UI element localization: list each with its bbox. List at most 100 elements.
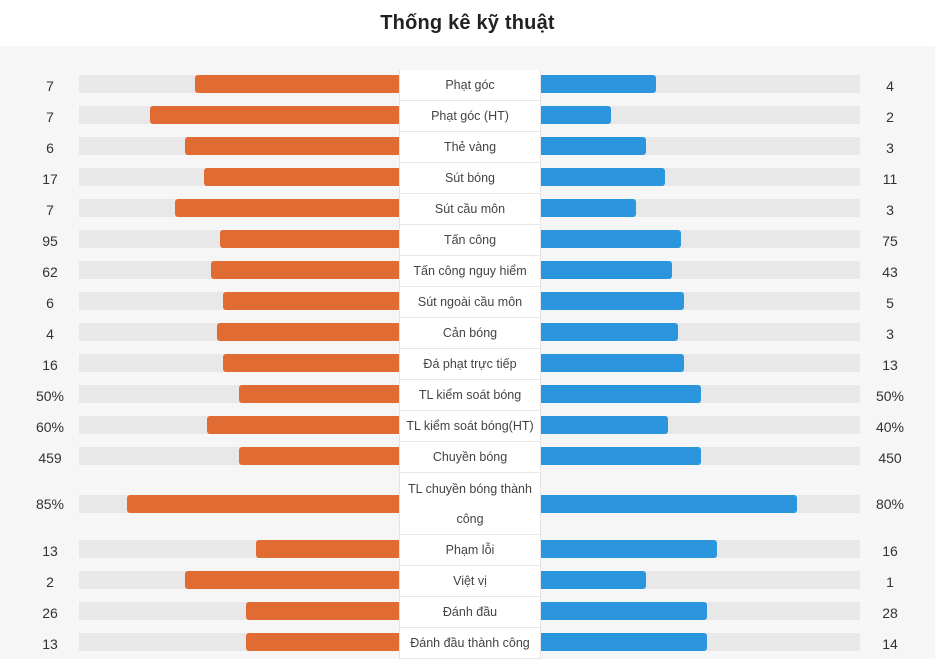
home-bar	[223, 354, 400, 372]
stat-label: Sút bóng	[399, 163, 541, 194]
away-value: 13	[882, 356, 898, 373]
away-bar-track	[540, 540, 860, 558]
home-bar	[246, 633, 400, 651]
away-bar-track	[540, 261, 860, 279]
stat-row: 13 14 Đánh đầu thành công	[0, 628, 935, 659]
home-bar-track	[79, 354, 400, 372]
away-value: 3	[886, 139, 894, 156]
home-bar	[127, 495, 400, 513]
home-bar-track	[79, 602, 400, 620]
home-bar-track	[79, 261, 400, 279]
home-value: 7	[46, 201, 54, 218]
away-bar-track	[540, 385, 860, 403]
stat-label: Sút ngoài cầu môn	[399, 287, 541, 318]
stat-row: 2 1 Việt vị	[0, 566, 935, 597]
stat-row: 95 75 Tấn công	[0, 225, 935, 256]
home-value: 60%	[35, 418, 65, 435]
home-bar-track	[79, 75, 400, 93]
away-bar	[540, 416, 668, 434]
away-bar	[540, 540, 717, 558]
home-bar	[195, 75, 400, 93]
away-bar-track	[540, 602, 860, 620]
stat-label: TL chuyền bóng thành công	[399, 473, 541, 535]
home-bar	[207, 416, 400, 434]
away-bar-track	[540, 447, 860, 465]
stat-label: Tấn công nguy hiểm	[399, 256, 541, 287]
stat-row: 13 16 Phạm lỗi	[0, 535, 935, 566]
home-bar	[246, 602, 400, 620]
stat-row: 16 13 Đá phạt trực tiếp	[0, 349, 935, 380]
stat-row: 62 43 Tấn công nguy hiểm	[0, 256, 935, 287]
away-value: 40%	[875, 418, 905, 435]
away-bar	[540, 602, 707, 620]
away-bar	[540, 495, 797, 513]
home-bar-track	[79, 633, 400, 651]
away-value: 16	[882, 542, 898, 559]
away-value: 3	[886, 201, 894, 218]
page-title: Thống kê kỹ thuật	[380, 11, 555, 34]
home-value: 6	[46, 294, 54, 311]
stats-header: Thống kê kỹ thuật	[0, 0, 935, 46]
away-bar	[540, 354, 684, 372]
away-value: 11	[882, 170, 898, 187]
stat-row: 7 4 Phạt góc	[0, 70, 935, 101]
home-bar	[204, 168, 400, 186]
home-bar	[185, 137, 400, 155]
home-value: 6	[46, 139, 54, 156]
away-value: 1	[886, 573, 894, 590]
home-bar-track	[79, 571, 400, 589]
away-bar	[540, 571, 646, 589]
stat-row: 60% 40% TL kiểm soát bóng(HT)	[0, 411, 935, 442]
stat-label: TL kiểm soát bóng	[399, 380, 541, 411]
home-value: 62	[42, 263, 58, 280]
away-bar	[540, 323, 678, 341]
stat-label: Đánh đầu thành công	[399, 628, 541, 659]
home-value: 7	[46, 77, 54, 94]
stat-label: Phạt góc	[399, 70, 541, 101]
stat-label: Phạt góc (HT)	[399, 101, 541, 132]
stat-label: Đánh đầu	[399, 597, 541, 628]
home-bar-track	[79, 230, 400, 248]
away-value: 3	[886, 325, 894, 342]
home-bar-track	[79, 199, 400, 217]
away-value: 2	[886, 108, 894, 125]
home-bar-track	[79, 540, 400, 558]
stat-row: 7 2 Phạt góc (HT)	[0, 101, 935, 132]
away-bar	[540, 75, 656, 93]
home-bar	[239, 385, 400, 403]
stat-label: TL kiểm soát bóng(HT)	[399, 411, 541, 442]
away-bar-track	[540, 199, 860, 217]
away-bar-track	[540, 571, 860, 589]
away-bar-track	[540, 416, 860, 434]
stat-label: Chuyền bóng	[399, 442, 541, 473]
away-value: 450	[878, 449, 902, 466]
home-bar-track	[79, 447, 400, 465]
home-bar	[185, 571, 400, 589]
stat-label: Cản bóng	[399, 318, 541, 349]
stat-row: 26 28 Đánh đầu	[0, 597, 935, 628]
home-bar	[239, 447, 400, 465]
away-bar	[540, 199, 636, 217]
stat-row: 85% 80% TL chuyền bóng thành công	[0, 473, 935, 535]
away-bar	[540, 106, 611, 124]
away-bar-track	[540, 230, 860, 248]
stat-row: 7 3 Sút cầu môn	[0, 194, 935, 225]
home-value: 2	[46, 573, 54, 590]
stat-label: Thẻ vàng	[399, 132, 541, 163]
home-value: 16	[42, 356, 58, 373]
home-bar	[150, 106, 400, 124]
home-bar-track	[79, 137, 400, 155]
away-bar	[540, 261, 672, 279]
away-bar	[540, 230, 681, 248]
away-bar-track	[540, 137, 860, 155]
stat-row: 17 11 Sút bóng	[0, 163, 935, 194]
stat-row: 50% 50% TL kiểm soát bóng	[0, 380, 935, 411]
home-bar	[175, 199, 400, 217]
home-value: 95	[42, 232, 58, 249]
home-bar-track	[79, 106, 400, 124]
away-value: 80%	[875, 496, 905, 512]
home-value: 13	[42, 542, 58, 559]
home-bar	[217, 323, 400, 341]
home-bar-track	[79, 168, 400, 186]
away-bar-track	[540, 323, 860, 341]
